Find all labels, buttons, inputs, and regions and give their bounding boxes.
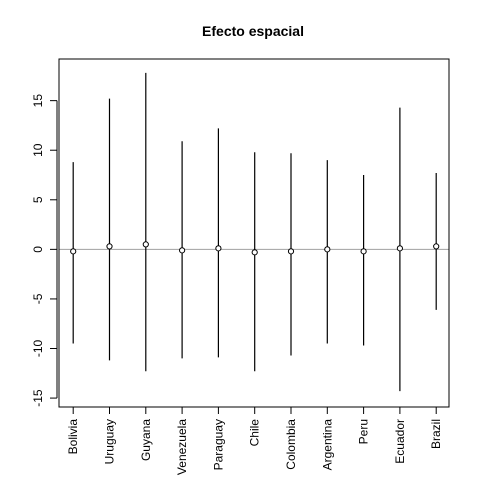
y-tick-label: 0 bbox=[31, 246, 45, 253]
y-tick-label: 15 bbox=[31, 94, 45, 108]
error-bars bbox=[73, 73, 436, 391]
x-tick-label-guyana: Guyana bbox=[139, 419, 153, 461]
estimate-point-argentina bbox=[325, 247, 330, 252]
estimate-point-guyana bbox=[143, 242, 148, 247]
estimate-point-ecuador bbox=[397, 246, 402, 251]
y-tick-label: -15 bbox=[31, 389, 45, 407]
x-tick-label-paraguay: Paraguay bbox=[211, 419, 225, 470]
y-tick-label: -5 bbox=[31, 293, 45, 304]
plot-frame bbox=[59, 59, 449, 407]
estimate-point-bolivia bbox=[71, 249, 76, 254]
x-tick-label-bolivia: Bolivia bbox=[66, 419, 80, 455]
estimate-point-uruguay bbox=[107, 244, 112, 249]
x-axis: Bolivia Uruguay Guyana Venezuela Paraguay Chi… bbox=[66, 407, 443, 475]
y-tick-label: 5 bbox=[31, 196, 45, 203]
estimate-point-brazil bbox=[434, 244, 439, 249]
x-tick-label-venezuela: Venezuela bbox=[175, 419, 189, 475]
estimate-point-paraguay bbox=[216, 246, 221, 251]
estimate-point-chile bbox=[252, 250, 257, 255]
estimate-point-colombia bbox=[288, 249, 293, 254]
estimate-point-peru bbox=[361, 249, 366, 254]
x-tick-label-chile: Chile bbox=[248, 419, 262, 447]
y-tick-label: -10 bbox=[31, 340, 45, 358]
y-tick-label: 10 bbox=[31, 143, 45, 157]
chart-title: Efecto espacial bbox=[202, 23, 304, 39]
y-axis: -15 -10 -5 0 5 10 15 bbox=[31, 94, 57, 407]
x-tick-label-argentina: Argentina bbox=[320, 419, 334, 471]
x-tick-label-uruguay: Uruguay bbox=[103, 419, 117, 464]
x-tick-label-brazil: Brazil bbox=[429, 419, 443, 449]
estimate-point-venezuela bbox=[180, 248, 185, 253]
x-tick-label-peru: Peru bbox=[357, 419, 371, 444]
x-tick-label-colombia: Colombia bbox=[284, 419, 298, 470]
x-tick-label-ecuador: Ecuador bbox=[393, 419, 407, 464]
